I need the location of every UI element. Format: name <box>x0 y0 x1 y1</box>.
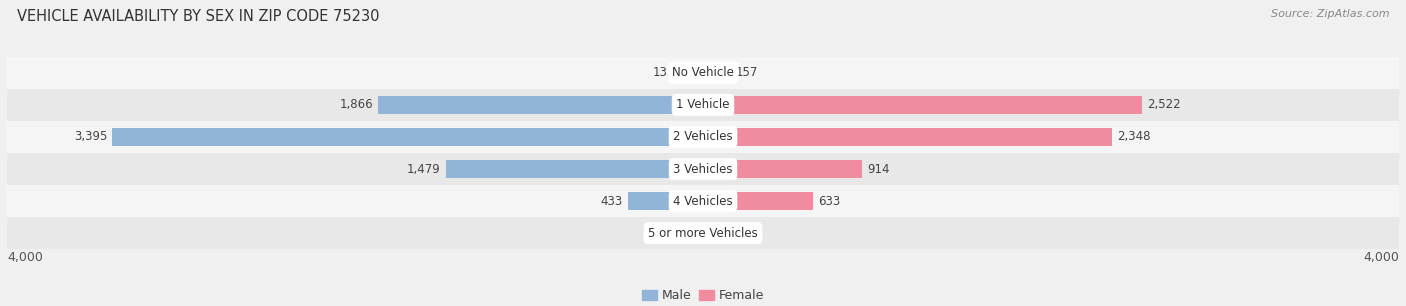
Text: 133: 133 <box>652 66 675 79</box>
Text: 4,000: 4,000 <box>1362 251 1399 264</box>
Text: 1,479: 1,479 <box>406 162 440 176</box>
Text: VEHICLE AVAILABILITY BY SEX IN ZIP CODE 75230: VEHICLE AVAILABILITY BY SEX IN ZIP CODE … <box>17 9 380 24</box>
Bar <box>7 121 1399 153</box>
Bar <box>7 153 1399 185</box>
Bar <box>378 95 703 114</box>
Bar <box>627 192 703 211</box>
Text: 43: 43 <box>675 227 690 240</box>
Text: 633: 633 <box>818 195 841 208</box>
Text: 914: 914 <box>868 162 890 176</box>
Bar <box>7 185 1399 217</box>
Text: 4 Vehicles: 4 Vehicles <box>673 195 733 208</box>
Bar <box>703 128 1112 146</box>
Bar <box>696 224 703 243</box>
Bar <box>703 192 813 211</box>
Text: 5 or more Vehicles: 5 or more Vehicles <box>648 227 758 240</box>
Text: 2 Vehicles: 2 Vehicles <box>673 130 733 144</box>
Bar <box>446 160 703 178</box>
Text: 2,348: 2,348 <box>1116 130 1150 144</box>
Text: 157: 157 <box>735 66 758 79</box>
Text: Source: ZipAtlas.com: Source: ZipAtlas.com <box>1271 9 1389 19</box>
Legend: Male, Female: Male, Female <box>637 284 769 306</box>
Text: 3 Vehicles: 3 Vehicles <box>673 162 733 176</box>
Bar <box>112 128 703 146</box>
Text: 4,000: 4,000 <box>7 251 44 264</box>
Bar <box>7 217 1399 249</box>
Text: No Vehicle: No Vehicle <box>672 66 734 79</box>
Text: 16: 16 <box>711 227 725 240</box>
Text: 1 Vehicle: 1 Vehicle <box>676 98 730 111</box>
Text: 2,522: 2,522 <box>1147 98 1181 111</box>
Bar <box>703 63 730 82</box>
Text: 1,866: 1,866 <box>339 98 373 111</box>
Text: 433: 433 <box>600 195 623 208</box>
Bar <box>7 57 1399 89</box>
Text: 3,395: 3,395 <box>73 130 107 144</box>
Bar <box>703 160 862 178</box>
Bar <box>703 224 706 243</box>
Bar <box>703 95 1142 114</box>
Bar <box>681 63 703 82</box>
Bar <box>7 89 1399 121</box>
